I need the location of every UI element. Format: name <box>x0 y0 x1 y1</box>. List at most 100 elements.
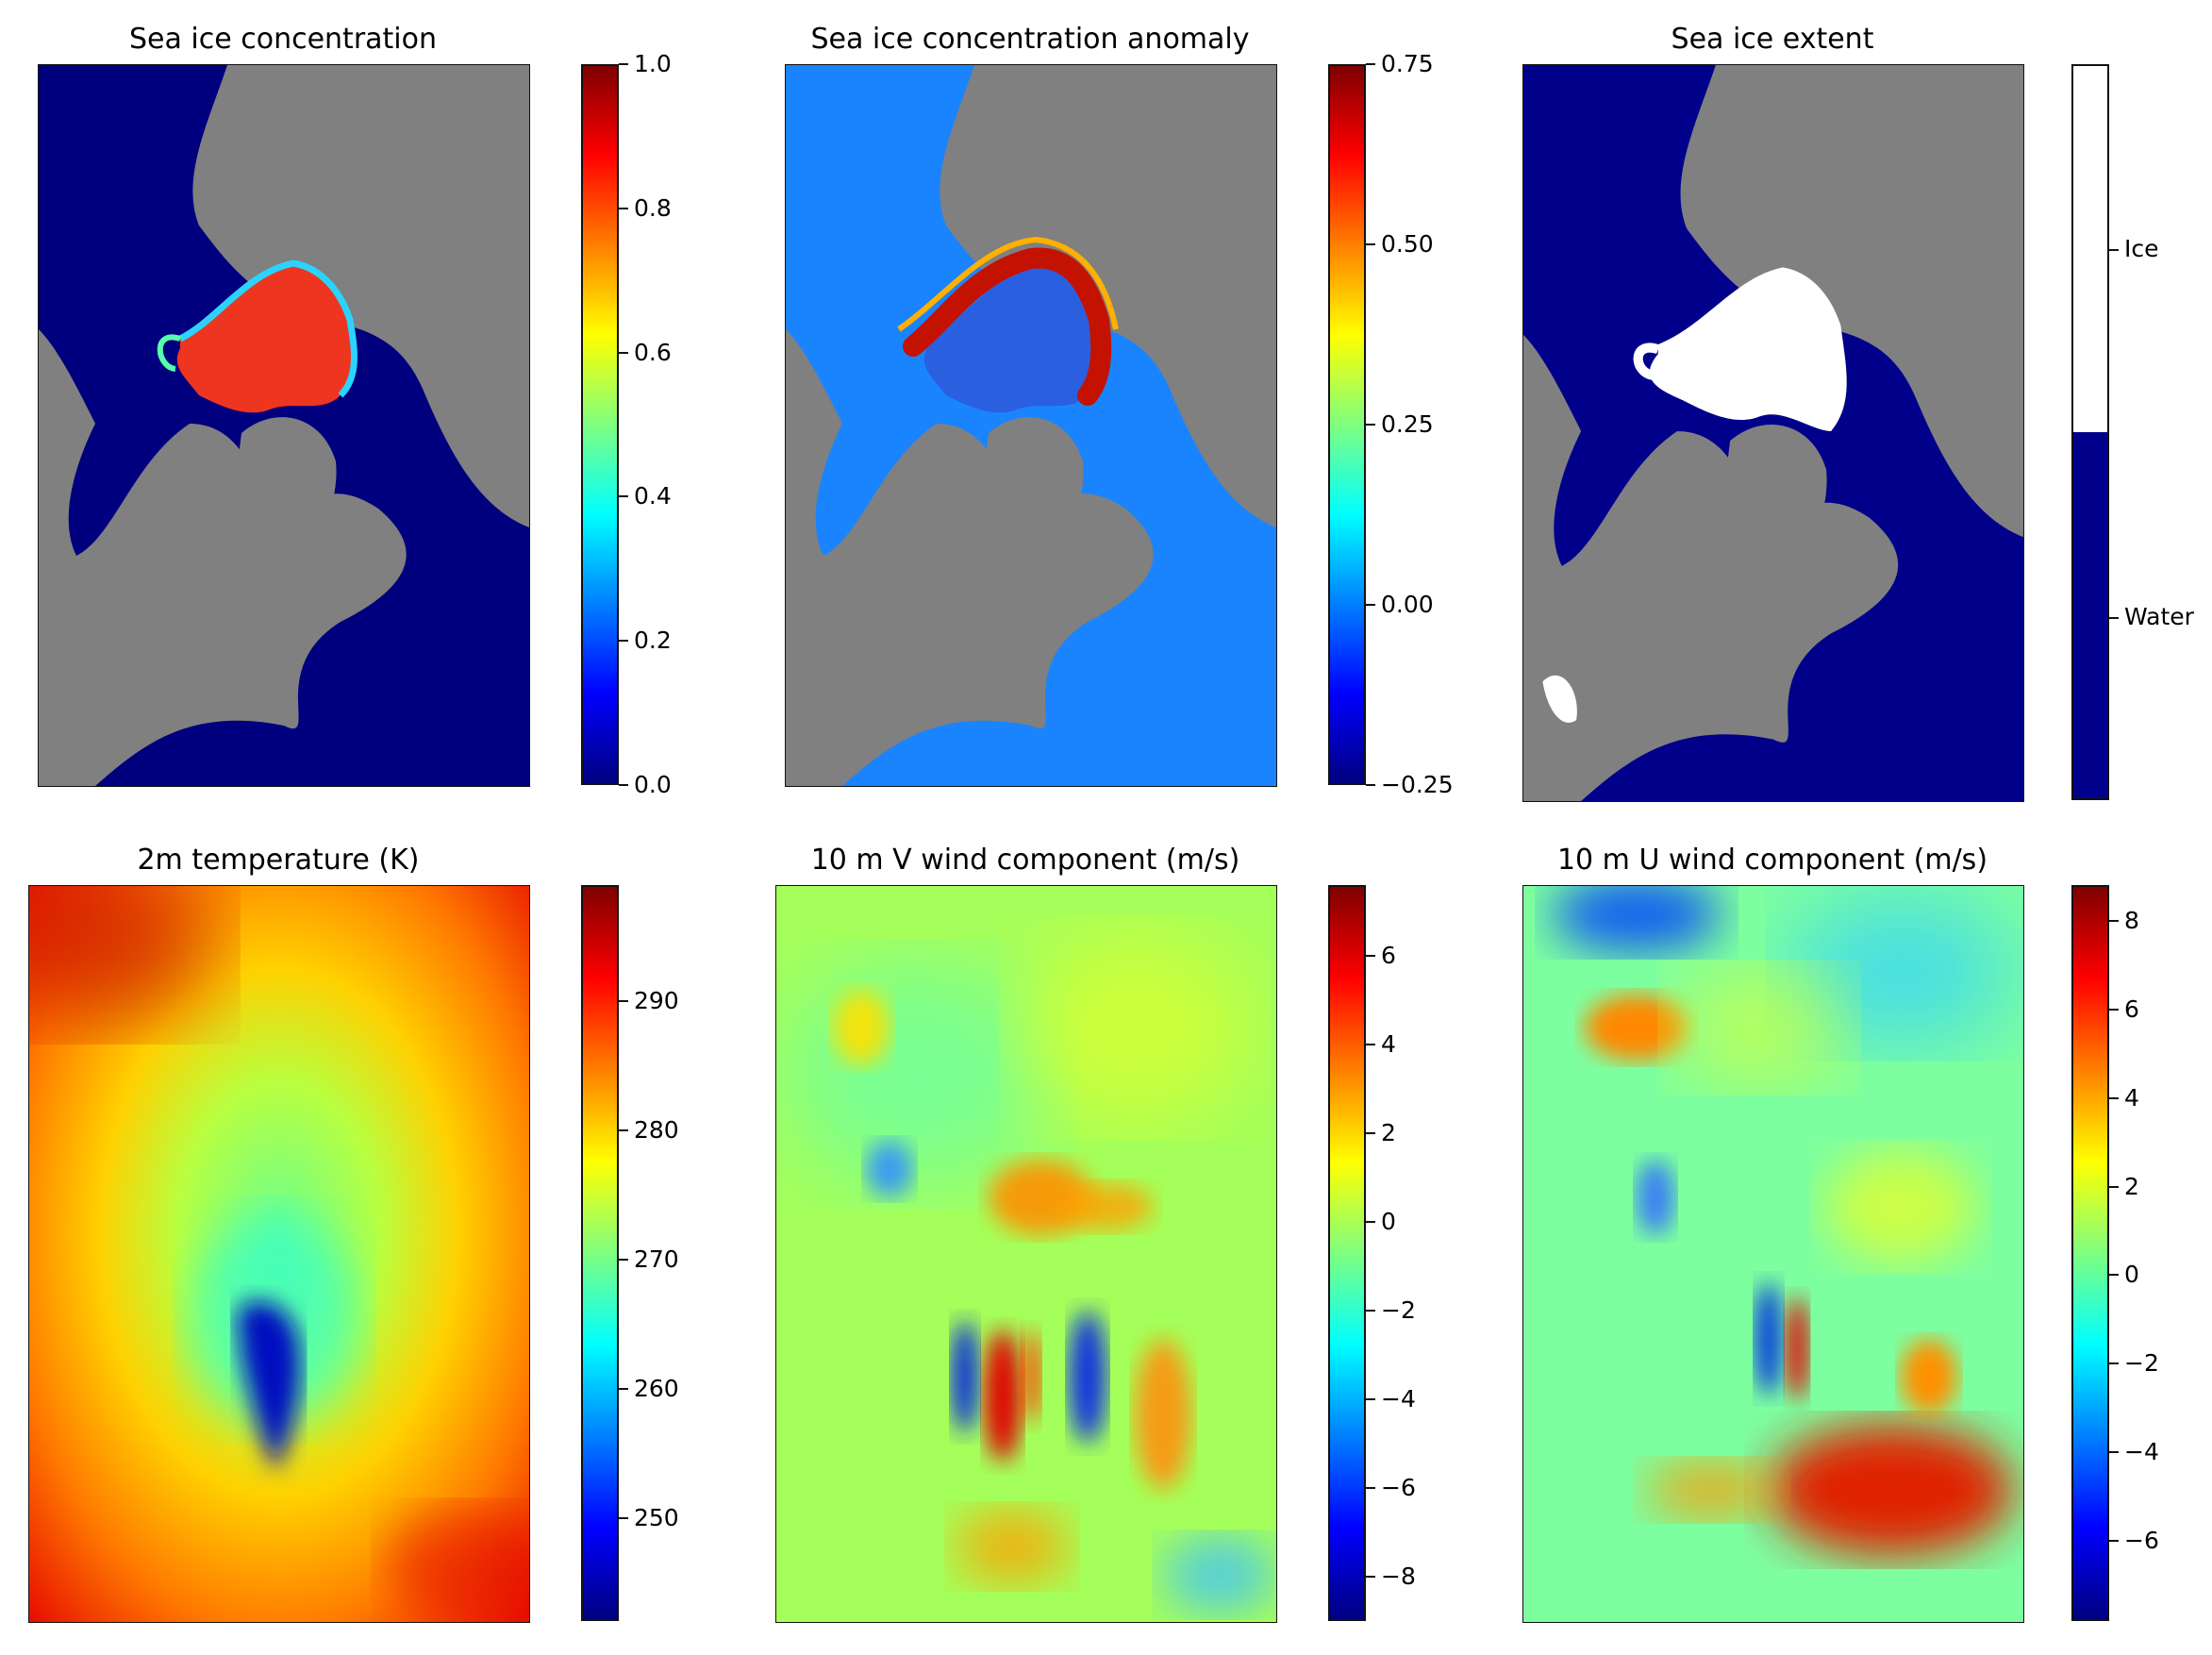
panel-title: Sea ice extent <box>1671 23 1874 56</box>
tick-mark <box>1366 1310 1375 1312</box>
tick-label: 6 <box>2124 995 2139 1023</box>
v-wind-region <box>1022 1329 1040 1424</box>
sea-ice-anomaly-map <box>785 64 1277 787</box>
u-wind-region <box>1674 971 1844 1084</box>
v-wind-region <box>1135 1339 1191 1490</box>
colorbar-extent <box>2071 64 2109 800</box>
tick-label: −0.25 <box>1381 771 1454 798</box>
category-label-ice: Ice <box>2124 235 2159 262</box>
greenland <box>984 417 1084 593</box>
panel-title: Sea ice concentration anomaly <box>810 23 1250 56</box>
category-label-water: Water <box>2124 603 2194 630</box>
colorbar-gradient <box>583 887 617 1619</box>
v-wind-region <box>952 1320 978 1433</box>
colorbar-gradient <box>2073 887 2107 1619</box>
v-wind-region <box>1059 1183 1154 1230</box>
tick-label: 0.50 <box>1381 230 1434 258</box>
tick-label: 0.25 <box>1381 410 1434 438</box>
tick-mark <box>619 1000 628 1003</box>
u-wind-region <box>1646 1462 1778 1518</box>
tick-label: 270 <box>634 1245 679 1273</box>
u-wind-map <box>1522 885 2024 1623</box>
tick-label: 0.75 <box>1381 50 1434 77</box>
colorbar-temperature <box>581 885 619 1621</box>
u-wind-region <box>1755 1282 1782 1396</box>
u-wind-region <box>1637 1160 1674 1235</box>
tick-mark <box>1366 243 1375 245</box>
tick-label: 0 <box>1381 1208 1396 1236</box>
ice-hook <box>1633 343 1660 380</box>
tick-mark <box>1366 955 1375 958</box>
v-wind-region <box>866 1141 913 1197</box>
tick-mark <box>619 495 628 498</box>
colorbar-gradient <box>1330 66 1364 783</box>
tick-label: 0.0 <box>634 771 672 798</box>
tick-label: 0.00 <box>1381 591 1434 618</box>
hudson-ice <box>1542 675 1577 723</box>
u-wind-region <box>1769 1424 2014 1556</box>
tick-label: 0.4 <box>634 482 672 510</box>
warm-region <box>29 886 218 1028</box>
sea-ice-extent-map <box>1522 64 2024 802</box>
tick-mark <box>1366 1044 1375 1046</box>
tick-label: −2 <box>2124 1349 2159 1378</box>
tick-mark <box>1366 604 1375 606</box>
cold-core <box>237 1301 301 1471</box>
tick-mark <box>619 63 628 65</box>
temperature-map <box>28 885 530 1623</box>
v-wind-region <box>1022 933 1248 1122</box>
tick-label: 6 <box>1381 942 1396 970</box>
v-wind-map <box>775 885 1277 1623</box>
ice-pack <box>176 263 355 413</box>
ice-extent <box>1649 267 1847 431</box>
u-wind-region <box>1788 895 2014 1046</box>
tick-label: −6 <box>1381 1474 1416 1502</box>
tick-mark <box>1366 1221 1375 1224</box>
colorbar-u-wind <box>2071 885 2109 1621</box>
tick-label: 0 <box>2124 1261 2139 1289</box>
panel-title: Sea ice concentration <box>128 23 437 56</box>
tick-label: −4 <box>1381 1385 1416 1413</box>
tick-label: 290 <box>634 987 679 1015</box>
u-wind-region <box>1585 995 1688 1061</box>
colorbar-water-band <box>2073 432 2107 798</box>
tick-label: 260 <box>634 1374 679 1402</box>
tick-mark <box>619 1129 628 1131</box>
tick-label: −2 <box>1381 1296 1416 1325</box>
tick-mark <box>1366 1487 1375 1490</box>
tick-label: 280 <box>634 1116 679 1144</box>
tick-mark <box>619 351 628 354</box>
v-wind-region <box>1163 1537 1276 1613</box>
tick-mark <box>1366 424 1375 426</box>
v-wind-region <box>984 1329 1022 1462</box>
anomaly-ring-halo <box>897 236 1119 332</box>
panel-title: 2m temperature (K) <box>137 844 420 877</box>
tick-label: −6 <box>2124 1527 2159 1555</box>
tick-mark <box>2109 1540 2119 1543</box>
tick-mark <box>1366 784 1375 786</box>
ice-edge-hook <box>157 334 181 372</box>
sea-ice-concentration-map <box>38 64 530 787</box>
tick-label: −8 <box>1381 1563 1416 1590</box>
tick-mark <box>2109 1274 2119 1277</box>
colorbar-gradient <box>583 66 617 783</box>
tick-mark <box>619 1516 628 1519</box>
tick-label: 0.8 <box>634 193 672 222</box>
colorbar-anomaly <box>1328 64 1366 785</box>
tick-mark <box>2109 249 2119 251</box>
ocean-area-north <box>1523 65 1716 297</box>
u-wind-region <box>1901 1339 1957 1414</box>
colorbar-gradient <box>1330 887 1364 1619</box>
tick-label: −4 <box>2124 1438 2159 1466</box>
tick-label: 0.6 <box>634 338 672 366</box>
u-wind-region <box>1825 1150 1976 1263</box>
colorbar-ice-band <box>2073 66 2107 432</box>
warm-region-south <box>388 1509 529 1622</box>
tick-mark <box>2109 1451 2119 1454</box>
tick-mark <box>2109 919 2119 922</box>
ice-edge <box>178 259 358 398</box>
panel-title: 10 m U wind component (m/s) <box>1556 844 1988 877</box>
tick-mark <box>2109 617 2119 619</box>
v-wind-region <box>956 1509 1069 1584</box>
tick-label: 4 <box>1381 1030 1396 1059</box>
